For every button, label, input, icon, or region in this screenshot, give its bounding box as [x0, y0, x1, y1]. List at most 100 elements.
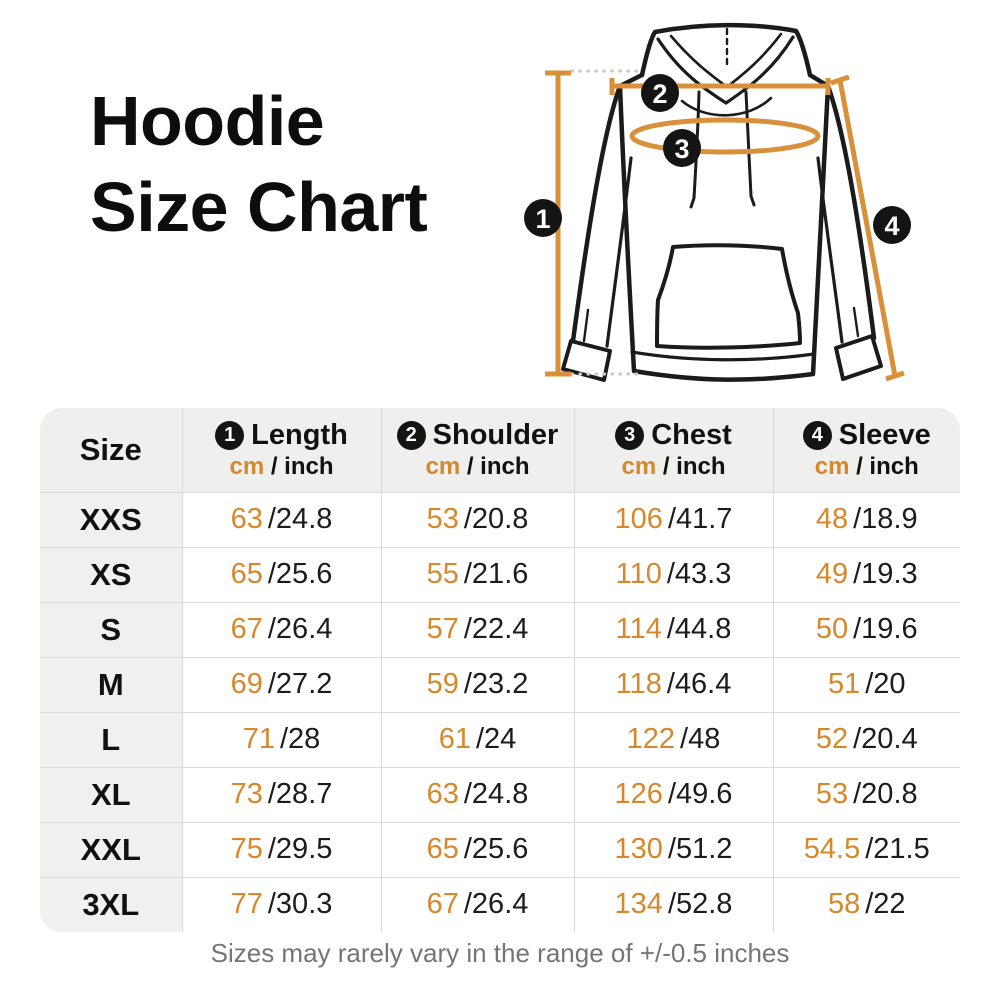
column-label: Sleeve [838, 419, 931, 452]
value-inch: /52.8 [667, 888, 733, 921]
value-cm: 118 [615, 668, 662, 700]
value-inch: /28 [279, 723, 321, 755]
unit-inch: inch [676, 453, 726, 481]
unit-cm: cm [425, 453, 461, 481]
column-header-chest: 3 Chest cm / inch [573, 408, 773, 492]
measurement-cell-sleeve: 49/19.3 [772, 546, 960, 602]
measurement-cell-length: 71/28 [181, 711, 381, 767]
value-inch: /49.6 [667, 778, 733, 810]
header-badge-3-icon: 3 [615, 420, 645, 450]
page-title-line1: Hoodie [90, 82, 325, 160]
value-inch: /20 [865, 668, 906, 700]
value-cm: 69 [230, 668, 263, 700]
measurement-cell-shoulder: 63/24.8 [380, 766, 574, 822]
sleeve-right-outer [825, 83, 877, 341]
value-cm: 59 [426, 668, 459, 700]
chest-measure-ellipse [629, 117, 821, 155]
badge-3-number: 3 [674, 134, 689, 164]
value-inch: /20.4 [853, 723, 918, 755]
value-inch: /21.5 [865, 833, 930, 865]
value-cm: 58 [827, 888, 861, 921]
size-table-container: Size 1 Length cm / inch 2 Shoulder cm / inch 3… [40, 408, 960, 932]
badge-2-number: 2 [652, 79, 667, 109]
value-cm: 110 [615, 558, 662, 590]
value-cm: 55 [426, 558, 459, 590]
value-cm: 65 [230, 558, 263, 590]
measurement-cell-shoulder: 61/24 [380, 711, 574, 767]
value-cm: 130 [614, 833, 663, 865]
table-body: XXS 63/24.8 53/20.8 106/41.7 48/18.9 XS 65/25.… [40, 491, 960, 932]
column-units: cm / inch [382, 454, 574, 480]
kangaroo-pocket [655, 243, 802, 350]
header-badge-1-icon: 1 [215, 420, 245, 450]
measurement-cell-chest: 122/48 [573, 711, 773, 767]
unit-inch: inch [480, 453, 530, 481]
value-inch: /30.3 [267, 888, 333, 921]
measurement-cell-shoulder: 57/22.4 [380, 601, 574, 657]
size-label: L [40, 711, 182, 767]
measurement-cell-sleeve: 54.5/21.5 [772, 821, 960, 877]
body-outline [617, 83, 831, 382]
measurement-cell-chest: 106/41.7 [573, 491, 773, 547]
measurement-cell-sleeve: 51/20 [772, 656, 960, 712]
header-badge-2-icon: 2 [396, 420, 426, 450]
unit-inch: inch [284, 453, 334, 481]
value-inch: /24 [475, 723, 517, 755]
value-cm: 52 [815, 723, 849, 755]
value-inch: /27.2 [267, 668, 333, 700]
value-cm: 61 [438, 723, 471, 755]
value-cm: 49 [815, 558, 849, 590]
unit-cm: cm [621, 453, 657, 481]
size-label: XXL [40, 821, 182, 877]
size-label: XS [40, 546, 182, 602]
size-table: Size 1 Length cm / inch 2 Shoulder cm / inch 3… [40, 408, 960, 932]
value-inch: /19.3 [853, 558, 918, 590]
value-inch: /25.6 [267, 558, 333, 590]
column-header-title: 2 Shoulder [382, 419, 574, 451]
hood-drape-bottom [680, 96, 773, 117]
header-badge-4-icon: 4 [802, 420, 832, 450]
column-label: Shoulder [432, 419, 559, 452]
value-inch: /20.8 [463, 503, 529, 535]
measurement-cell-length: 63/24.8 [181, 491, 381, 547]
measurement-cell-chest: 118/46.4 [573, 656, 773, 712]
column-header-title: 1 Length [183, 419, 381, 451]
measurement-cell-length: 77/30.3 [181, 876, 381, 932]
size-label: M [40, 656, 182, 712]
size-row-m: M 69/27.2 59/23.2 118/46.4 51/20 [40, 656, 960, 712]
value-inch: /20.8 [853, 778, 918, 810]
value-cm: 53 [815, 778, 849, 810]
value-cm: 122 [626, 723, 676, 755]
measurement-cell-shoulder: 53/20.8 [380, 491, 574, 547]
value-cm: 77 [230, 888, 263, 921]
unit-cm: cm [814, 453, 850, 481]
unit-inch: inch [869, 453, 919, 481]
value-cm: 71 [242, 723, 275, 755]
column-units: cm / inch [183, 454, 381, 480]
value-cm: 54.5 [803, 833, 861, 865]
value-inch: /21.6 [463, 558, 529, 590]
value-inch: /29.5 [267, 833, 333, 865]
page-title-line2: Size Chart [90, 168, 428, 246]
sleeve-right-inner [816, 156, 844, 344]
unit-cm: cm [229, 453, 265, 481]
column-header-shoulder: 2 Shoulder cm / inch [380, 408, 574, 492]
value-cm: 67 [426, 888, 459, 921]
size-row-s: S 67/26.4 57/22.4 114/44.8 50/19.6 [40, 601, 960, 657]
unit-separator: / [656, 453, 677, 481]
value-inch: /43.3 [666, 558, 732, 590]
value-cm: 67 [230, 613, 263, 645]
measurement-cell-length: 73/28.7 [181, 766, 381, 822]
value-cm: 134 [614, 888, 663, 921]
column-header-length: 1 Length cm / inch [181, 408, 381, 492]
value-inch: /28.7 [267, 778, 333, 810]
measurement-cell-length: 65/25.6 [181, 546, 381, 602]
badge-3-icon [663, 129, 701, 167]
value-cm: 73 [230, 778, 263, 810]
sleeve-left-fold [582, 308, 590, 343]
drawstring-right [744, 90, 756, 207]
value-cm: 75 [230, 833, 263, 865]
unit-separator: / [849, 453, 870, 481]
measurement-cell-chest: 110/43.3 [573, 546, 773, 602]
